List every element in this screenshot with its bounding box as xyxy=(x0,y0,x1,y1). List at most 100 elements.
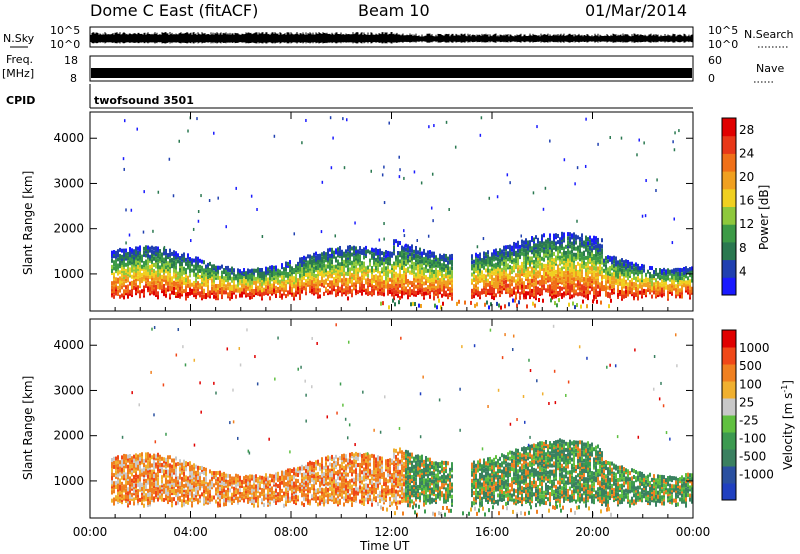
echo-cell xyxy=(337,273,339,278)
echo-cell xyxy=(311,284,313,289)
echo-cell xyxy=(579,257,581,262)
echo-cell xyxy=(587,279,589,284)
echo-cell xyxy=(149,273,151,278)
echo-cell xyxy=(439,271,441,276)
echo-cell xyxy=(267,267,269,272)
echo-cell xyxy=(115,281,117,286)
echo-cell xyxy=(273,280,275,285)
echo-cell xyxy=(423,281,425,286)
echo-cell xyxy=(221,293,223,298)
echo-cell xyxy=(471,254,473,259)
echo-cell xyxy=(579,291,581,296)
echo-cell xyxy=(305,287,307,292)
echo-cell xyxy=(145,279,147,284)
echo-cell xyxy=(393,286,395,291)
echo-cell xyxy=(517,279,519,284)
echo-cell xyxy=(335,248,337,253)
echo-cell xyxy=(505,273,507,278)
echo-cell xyxy=(481,270,483,275)
echo-cell xyxy=(251,284,253,289)
echo-cell xyxy=(185,288,187,293)
echo-cell xyxy=(529,282,531,287)
echo-cell xyxy=(303,272,305,277)
echo-cell xyxy=(635,276,637,281)
echo-cell xyxy=(335,293,337,298)
echo-cell xyxy=(121,475,123,480)
echo-cell xyxy=(137,495,139,500)
echo-cell xyxy=(403,268,405,273)
echo-cell xyxy=(475,269,477,274)
echo-cell xyxy=(305,258,307,263)
echo-cell xyxy=(667,294,669,299)
echo-cell xyxy=(447,262,449,267)
echo-cell xyxy=(135,457,137,462)
echo-cell xyxy=(277,286,279,291)
echo-cell xyxy=(399,289,401,294)
echo-cell xyxy=(251,288,253,293)
echo-cell xyxy=(561,260,563,265)
echo-cell xyxy=(371,247,373,252)
echo-cell xyxy=(255,287,257,292)
echo-cell xyxy=(195,295,197,300)
echo-cell xyxy=(281,293,283,298)
echo-cell xyxy=(529,240,531,245)
echo-cell xyxy=(631,290,633,295)
echo-cell xyxy=(441,281,443,286)
echo-cell xyxy=(537,264,539,269)
echo-cell xyxy=(117,469,119,474)
echo-cell xyxy=(409,256,411,261)
echo-cell xyxy=(173,274,175,279)
echo-cell xyxy=(499,272,501,277)
echo-cell xyxy=(211,288,213,293)
echo-cell xyxy=(145,245,147,250)
echo-cell xyxy=(355,260,357,265)
echo-cell xyxy=(554,301,556,306)
echo-cell xyxy=(123,254,125,259)
echo-cell xyxy=(625,265,627,270)
echo-cell xyxy=(617,294,619,299)
echo-cell xyxy=(213,274,215,279)
echo-cell xyxy=(225,274,227,279)
echo-cell xyxy=(211,278,213,283)
echo-cell xyxy=(135,477,137,482)
echo-cell xyxy=(433,296,435,301)
echo-cell xyxy=(495,264,497,269)
echo-cell xyxy=(533,245,535,250)
echo-cell xyxy=(229,286,231,291)
echo-cell xyxy=(279,291,281,296)
echo-cell xyxy=(375,257,377,262)
echo-cell xyxy=(645,276,647,281)
echo-cell xyxy=(113,456,115,461)
echo-cell xyxy=(611,258,613,263)
echo-cell xyxy=(501,271,503,276)
echo-cell xyxy=(587,273,589,278)
echo-cell xyxy=(621,280,623,285)
echo-cell xyxy=(365,272,367,277)
echo-cell xyxy=(689,279,691,284)
echo-cell xyxy=(607,291,609,296)
echo-cell xyxy=(209,270,211,275)
echo-cell xyxy=(245,291,247,296)
echo-cell xyxy=(369,262,371,267)
echo-cell xyxy=(515,252,517,257)
echo-cell xyxy=(475,254,477,259)
echo-cell xyxy=(617,286,619,291)
echo-cell xyxy=(585,290,587,295)
echo-dot xyxy=(448,207,450,211)
echo-cell xyxy=(651,294,653,299)
echo-cell xyxy=(613,271,615,276)
echo-cell xyxy=(235,284,237,289)
echo-cell xyxy=(265,274,267,279)
echo-cell xyxy=(521,247,523,252)
echo-cell xyxy=(488,305,490,310)
echo-cell xyxy=(371,282,373,287)
echo-cell xyxy=(167,281,169,286)
echo-cell xyxy=(495,293,497,298)
echo-cell xyxy=(481,276,483,281)
echo-cell xyxy=(191,282,193,287)
echo-cell xyxy=(365,266,367,271)
echo-cell xyxy=(565,269,567,274)
echo-cell xyxy=(301,259,303,264)
echo-cell xyxy=(447,266,449,271)
echo-cell xyxy=(413,270,415,275)
